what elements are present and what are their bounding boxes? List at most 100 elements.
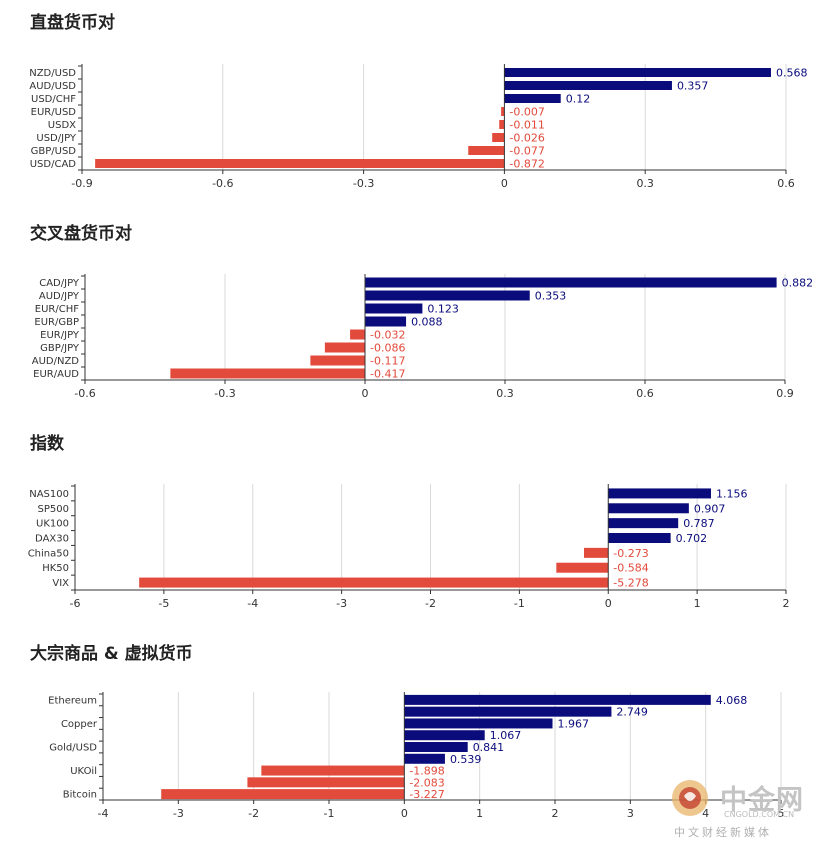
x-tick-label: 0.3 — [636, 177, 654, 190]
bar — [324, 342, 365, 353]
bar — [350, 329, 365, 340]
x-tick-label: 0 — [401, 807, 408, 820]
category-label: AUD/USD — [29, 81, 76, 92]
x-tick-label: 0.3 — [496, 387, 514, 400]
x-tick-label: 0 — [605, 597, 612, 610]
category-label: EUR/JPY — [40, 330, 80, 341]
value-label: -0.086 — [370, 342, 405, 355]
x-tick-label: -0.9 — [71, 177, 92, 190]
value-label: -1.898 — [409, 765, 444, 778]
bar — [404, 753, 445, 764]
value-label: 0.787 — [683, 517, 715, 530]
value-label: 0.357 — [677, 80, 709, 93]
bar — [365, 290, 530, 301]
x-tick-label: 0.6 — [777, 177, 795, 190]
bar — [492, 133, 505, 142]
bar — [310, 355, 365, 366]
bar — [404, 694, 711, 705]
category-label: SP500 — [38, 504, 69, 515]
value-label: -0.417 — [370, 368, 405, 381]
category-label: USD/JPY — [36, 133, 76, 144]
x-tick-label: 0 — [362, 387, 369, 400]
x-tick-label: -2 — [248, 807, 259, 820]
bar — [501, 107, 505, 116]
bar — [365, 277, 777, 288]
bar — [170, 368, 365, 379]
watermark-brand: 中金网 — [720, 785, 804, 816]
bar — [365, 303, 423, 314]
bar — [247, 777, 405, 788]
bar — [404, 706, 612, 717]
bar — [499, 120, 505, 129]
value-label: 0.907 — [694, 502, 726, 515]
x-tick-label: 2 — [552, 807, 559, 820]
bar — [95, 159, 505, 168]
x-tick-label: 3 — [627, 807, 634, 820]
bar — [468, 146, 505, 155]
chart-cross-pairs: 0.882 CAD/JPY 0.353 AUD/JPY 0.123 EUR/CHF 0.08… — [32, 274, 814, 400]
bar — [608, 503, 689, 514]
category-label: AUD/JPY — [39, 291, 80, 302]
watermark-tagline: 中文财经新媒体 — [674, 826, 772, 839]
value-label: -0.872 — [509, 158, 544, 171]
bar — [504, 94, 561, 103]
bar — [583, 547, 609, 558]
x-tick-label: -2 — [425, 597, 436, 610]
x-tick-label: -0.3 — [214, 387, 235, 400]
bar — [608, 518, 679, 529]
chart-indices: 1.156 NAS100 0.907 SP500 0.787 UK100 0.702 DAX3… — [28, 484, 790, 610]
value-label: 1.067 — [490, 729, 522, 742]
watermark: 中金网 CNGOLD.COM.CN 中文财经新媒体 — [666, 776, 816, 840]
value-label: -0.273 — [613, 547, 648, 560]
category-label: EUR/GBP — [34, 317, 79, 328]
x-tick-label: 0.9 — [776, 387, 794, 400]
bar — [504, 81, 672, 90]
section-title-commodities-crypto: 大宗商品 & 虚拟货币 — [30, 644, 193, 664]
value-label: 1.156 — [716, 487, 748, 500]
section-title-indices: 指数 — [30, 434, 64, 454]
x-tick-label: 0 — [501, 177, 508, 190]
value-label: 0.702 — [676, 532, 708, 545]
category-label: VIX — [52, 578, 69, 589]
bar — [404, 718, 553, 729]
x-tick-label: -0.6 — [74, 387, 95, 400]
x-tick-label: 2 — [783, 597, 790, 610]
value-label: 0.353 — [535, 290, 567, 303]
category-label: HK50 — [42, 563, 69, 574]
category-label: AUD/NZD — [32, 356, 80, 367]
bar — [504, 68, 771, 77]
x-tick-label: 1 — [694, 597, 701, 610]
x-tick-label: -3 — [173, 807, 184, 820]
bar — [556, 562, 609, 573]
chart-direct-pairs: 0.568 NZD/USD 0.357 AUD/USD 0.12 USD/CHF -0.00… — [29, 64, 807, 190]
value-label: 0.882 — [782, 277, 814, 290]
value-label: 2.749 — [616, 706, 648, 719]
category-label: USDX — [48, 120, 76, 131]
bar — [365, 316, 407, 327]
category-label: USD/CHF — [31, 94, 76, 105]
bar — [608, 488, 711, 499]
x-tick-label: -4 — [98, 807, 109, 820]
category-label: EUR/AUD — [33, 369, 79, 380]
x-tick-label: -1 — [514, 597, 525, 610]
value-label: 4.068 — [716, 694, 748, 707]
x-tick-label: -6 — [70, 597, 81, 610]
value-label: -0.007 — [509, 106, 544, 119]
value-label: -5.278 — [613, 577, 648, 590]
section-title-cross-pairs: 交叉盘货币对 — [30, 224, 132, 244]
category-label: Gold/USD — [49, 743, 97, 754]
category-label: UKOil — [70, 766, 97, 777]
category-label: NAS100 — [29, 489, 69, 500]
value-label: -0.011 — [509, 119, 544, 132]
bar — [161, 789, 405, 800]
value-label: -0.584 — [613, 562, 648, 575]
bar — [261, 765, 405, 776]
value-label: -0.032 — [370, 329, 405, 342]
category-label: UK100 — [36, 519, 69, 530]
category-label: China50 — [28, 548, 69, 559]
value-label: -0.026 — [509, 132, 544, 145]
category-label: DAX30 — [35, 534, 69, 545]
x-tick-label: 4 — [702, 807, 709, 820]
value-label: -0.077 — [509, 145, 544, 158]
